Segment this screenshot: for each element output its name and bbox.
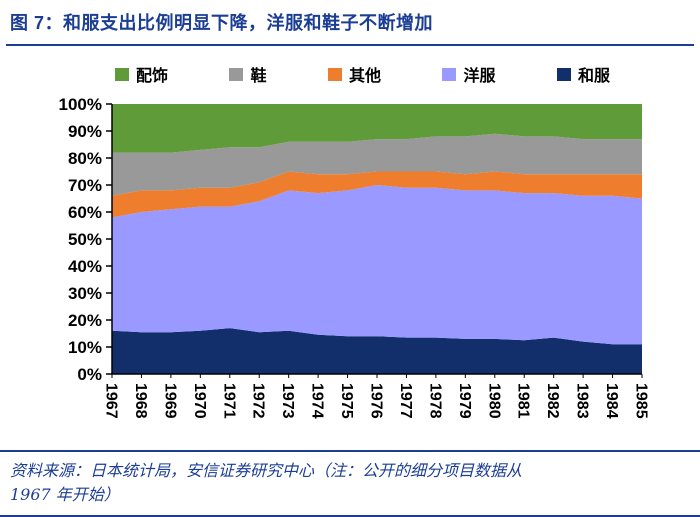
x-axis-label: 1971 [220,383,237,419]
y-axis-label: 50% [68,230,102,249]
y-axis-label: 0% [77,365,102,384]
figure-title: 图 7：和服支出比例明显下降，洋服和鞋子不断增加 [6,6,694,46]
area-band-kimono [112,328,642,374]
legend-item-western-clothes: 洋服 [442,62,495,86]
area-band-accessories [112,104,642,153]
x-axis-label: 1984 [603,383,620,419]
y-axis-label: 80% [68,149,102,168]
source-note: 资料来源：日本统计局，安信证券研究中心（注：公开的细分项目数据从 1967 年开… [0,450,700,517]
x-axis-label: 1978 [426,383,443,419]
legend-swatch-western-clothes [442,67,457,81]
area-band-western-clothes [112,185,642,345]
legend-label-kimono: 和服 [577,68,610,85]
source-note-line2: 1967 年开始） [10,485,120,504]
y-axis-label: 20% [68,311,102,330]
x-axis-label: 1977 [397,383,414,419]
legend-swatch-kimono [556,67,571,81]
legend-label-accessories: 配饰 [136,68,169,85]
legend-swatch-shoes [229,67,244,81]
y-axis-label: 10% [68,338,102,357]
x-axis-label: 1973 [279,383,296,419]
x-axis-label: 1968 [132,383,149,419]
y-axis-label: 40% [68,257,102,276]
x-axis-label: 1974 [309,383,326,419]
legend-item-other: 其他 [327,62,381,86]
legend-swatch-accessories [115,67,129,81]
x-axis-label: 1985 [633,383,650,419]
legend-label-other: 其他 [348,68,381,85]
x-axis-label: 1969 [161,383,178,419]
y-axis-label: 100% [59,95,102,114]
legend-label-western-clothes: 洋服 [463,68,496,85]
legend-swatch-other [327,67,342,81]
legend-item-accessories: 配饰 [115,62,168,86]
source-note-line1: 资料来源：日本统计局，安信证券研究中心（注：公开的细分项目数据从 [10,461,523,480]
x-axis-label: 1976 [368,383,385,419]
chart-area: 0% 10% 20% 30% 40% 50% 60% 70% 80% 90% 100% 1967 196… [0,94,700,439]
y-axis-label: 60% [68,203,102,222]
chart-legend: 配饰 鞋 其他 洋服 和服 [115,62,610,86]
x-axis-label: 1975 [338,383,355,419]
legend-item-shoes: 鞋 [229,62,267,86]
stacked-area-chart: 0% 10% 20% 30% 40% 50% 60% 70% 80% 90% 100% 1967 196… [59,95,650,419]
area-band-shoes [112,133,642,196]
y-axis-label: 70% [68,176,102,195]
x-axis-label: 1970 [191,383,208,419]
y-axis-label: 30% [68,284,102,303]
legend-item-kimono: 和服 [556,62,610,86]
x-axis-label: 1981 [515,383,532,419]
x-axis-label: 1982 [544,383,561,419]
x-axis-label: 1980 [485,383,502,419]
legend-label-shoes: 鞋 [250,68,267,85]
x-axis-label: 1983 [574,383,591,419]
y-axis-label: 90% [68,122,102,141]
area-band-other [112,171,642,218]
x-axis-label: 1967 [103,383,120,419]
x-axis-label: 1972 [250,383,267,419]
x-axis-label: 1979 [456,383,473,419]
